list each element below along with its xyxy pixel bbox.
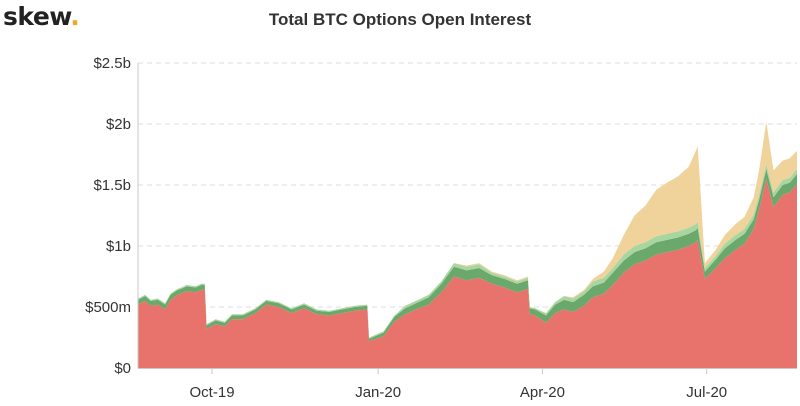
skew-logo: skew.: [3, 2, 80, 31]
y-tick-label: $1b: [106, 238, 131, 255]
area-base-layer: [138, 178, 797, 368]
area-peak-layer: [138, 121, 797, 338]
x-tick-label: Jul-20: [686, 384, 727, 401]
y-tick-label: $2b: [106, 116, 131, 133]
x-axis-labels: Oct-19 Jan-20 Apr-20 Jul-20: [190, 384, 728, 401]
x-tick-label: Apr-20: [520, 384, 565, 401]
y-tick-label: $2.5b: [93, 55, 131, 72]
axes: [137, 63, 797, 374]
y-axis-labels: $0 $500m $1b $1.5b $2b $2.5b: [85, 55, 131, 377]
y-tick-label: $1.5b: [93, 177, 131, 194]
y-tick-label: $0: [114, 360, 131, 377]
stacked-areas: [138, 121, 797, 368]
logo-dot: .: [70, 2, 80, 31]
x-tick-label: Oct-19: [190, 384, 235, 401]
x-tick-label: Jan-20: [355, 384, 401, 401]
y-tick-label: $500m: [85, 299, 131, 316]
chart-title: Total BTC Options Open Interest: [268, 10, 532, 29]
logo-wordmark: skew: [3, 2, 71, 31]
